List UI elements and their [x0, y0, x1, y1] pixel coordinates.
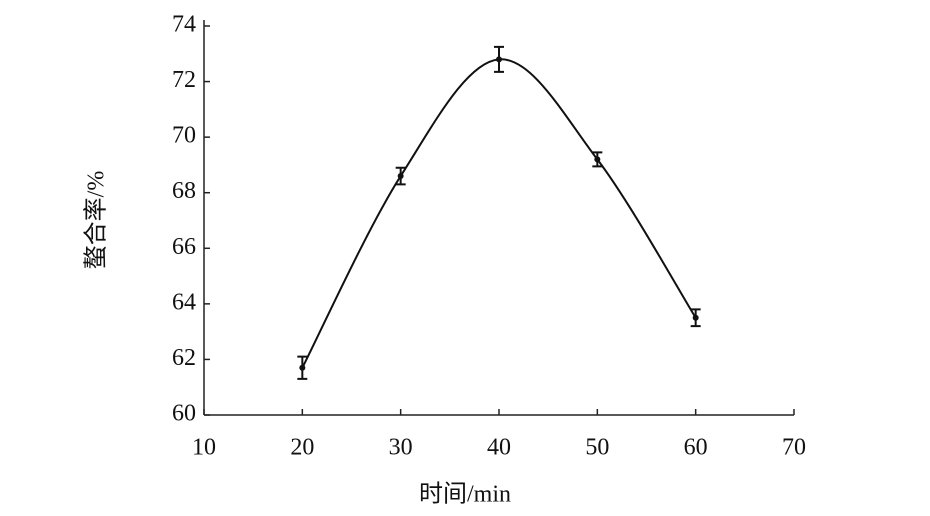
y-tick-label: 70 [172, 123, 196, 149]
data-point [496, 56, 502, 63]
y-tick-label: 64 [172, 289, 196, 315]
x-tick-label: 20 [290, 435, 314, 461]
data-line [301, 58, 697, 369]
y-tick-label: 66 [172, 234, 196, 260]
x-tick-label: 40 [487, 435, 511, 461]
y-tick-label: 62 [172, 345, 196, 371]
x-tick-label: 50 [585, 435, 609, 461]
x-tick-label: 30 [389, 435, 413, 461]
x-tick-label: 70 [782, 435, 806, 461]
x-axis-label: 时间/min [419, 481, 511, 508]
y-tick-label: 74 [172, 12, 196, 38]
data-point [692, 314, 699, 321]
y-tick-label: 60 [172, 401, 196, 427]
y-tick-label: 68 [172, 178, 196, 204]
y-tick-label: 72 [172, 67, 196, 93]
y-axis-label: 螯合率/% [83, 171, 110, 270]
data-point [299, 364, 306, 371]
x-tick-label: 10 [192, 435, 216, 461]
x-tick-label: 60 [684, 435, 708, 461]
data-point [594, 156, 601, 163]
data-point [397, 173, 404, 180]
